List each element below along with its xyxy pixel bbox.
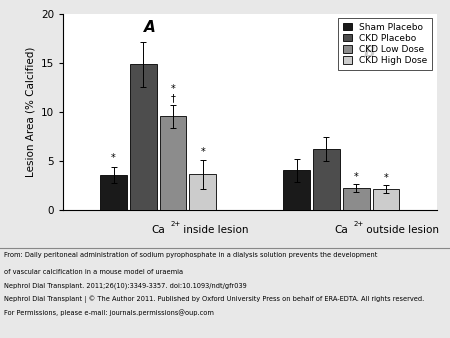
Bar — [160, 116, 186, 210]
Text: 2+: 2+ — [353, 221, 364, 227]
Text: †: † — [171, 93, 176, 103]
Text: From: Daily peritoneal administration of sodium pyrophosphate in a dialysis solu: From: Daily peritoneal administration of… — [4, 252, 378, 258]
Text: Ca: Ca — [334, 225, 348, 235]
Text: *: * — [111, 153, 116, 164]
Text: Nephrol Dial Transplant | © The Author 2011. Published by Oxford University Pres: Nephrol Dial Transplant | © The Author 2… — [4, 296, 425, 304]
Text: Nephrol Dial Transplant. 2011;26(10):3349-3357. doi:10.1093/ndt/gfr039: Nephrol Dial Transplant. 2011;26(10):334… — [4, 282, 247, 289]
Text: of vascular calcification in a mouse model of uraemia: of vascular calcification in a mouse mod… — [4, 269, 184, 275]
Bar — [130, 65, 157, 210]
Legend: Sham Placebo, CKD Placebo, CKD Low Dose, CKD High Dose: Sham Placebo, CKD Placebo, CKD Low Dose,… — [338, 18, 432, 70]
Bar — [189, 174, 216, 210]
Text: *: * — [383, 173, 388, 183]
Text: A: A — [144, 20, 155, 35]
Bar — [343, 188, 369, 210]
Text: *: * — [354, 172, 359, 182]
Text: *: * — [200, 147, 205, 156]
Text: *: * — [171, 84, 176, 94]
Text: B: B — [363, 45, 375, 60]
Bar — [373, 189, 399, 210]
Text: outside lesion: outside lesion — [363, 225, 439, 235]
Text: 2+: 2+ — [171, 221, 180, 227]
Text: inside lesion: inside lesion — [180, 225, 248, 235]
Bar — [313, 149, 340, 210]
Bar — [284, 170, 310, 210]
Bar — [100, 175, 127, 210]
Y-axis label: Lesion Area (% Calcified): Lesion Area (% Calcified) — [25, 46, 35, 177]
Text: For Permissions, please e-mail: journals.permissions@oup.com: For Permissions, please e-mail: journals… — [4, 309, 214, 316]
Text: Ca: Ca — [151, 225, 165, 235]
